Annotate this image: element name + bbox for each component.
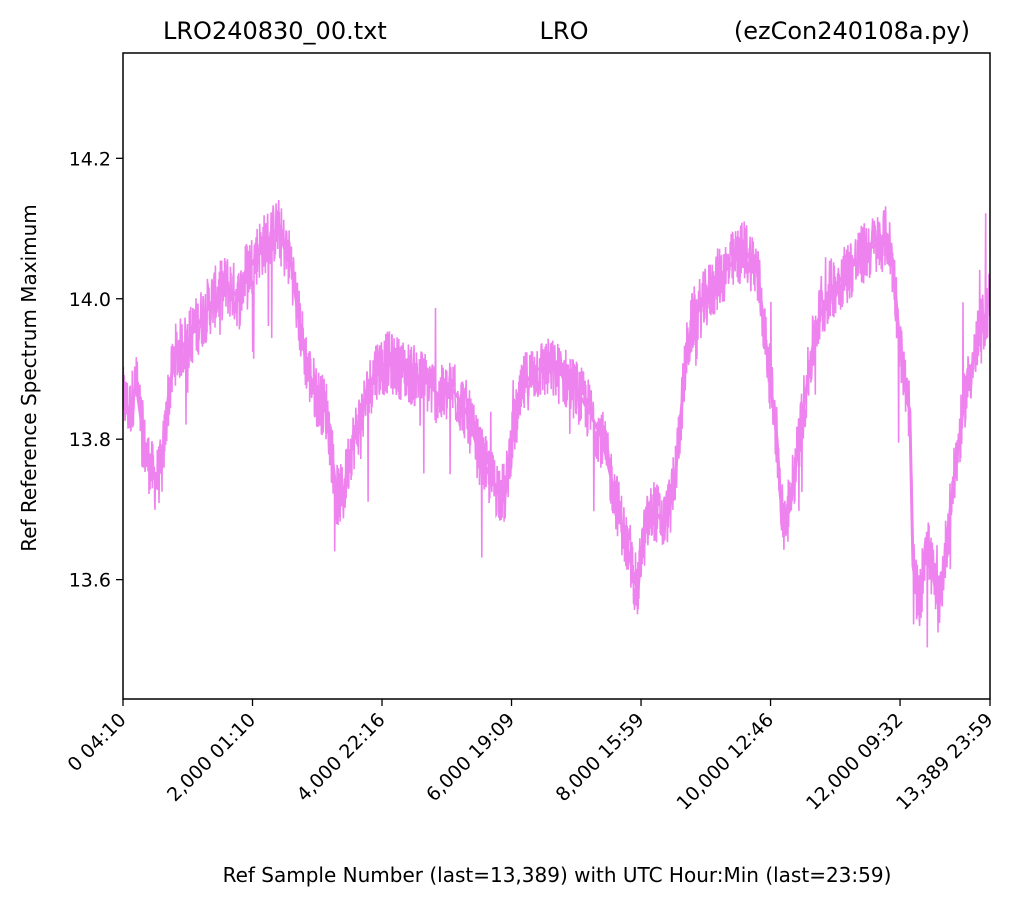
x-axis-label: Ref Sample Number (last=13,389) with UTC…	[223, 863, 892, 887]
chart-title-program: (ezCon240108a.py)	[734, 17, 970, 45]
y-tick-label: 14.0	[69, 289, 111, 311]
y-tick-label: 13.6	[69, 570, 111, 592]
series-line-noise	[123, 199, 990, 648]
chart-title-station: LRO	[540, 17, 589, 45]
y-axis: 13.6 13.8 14.0 14.2	[69, 148, 123, 592]
y-axis-label: Ref Reference Spectrum Maximum	[17, 204, 41, 552]
y-tick-label: 14.2	[69, 148, 111, 170]
y-tick-label: 13.8	[69, 429, 111, 451]
chart-title-filename: LRO240830_00.txt	[163, 17, 387, 45]
plot-frame	[122, 52, 991, 700]
series-line	[123, 225, 990, 608]
